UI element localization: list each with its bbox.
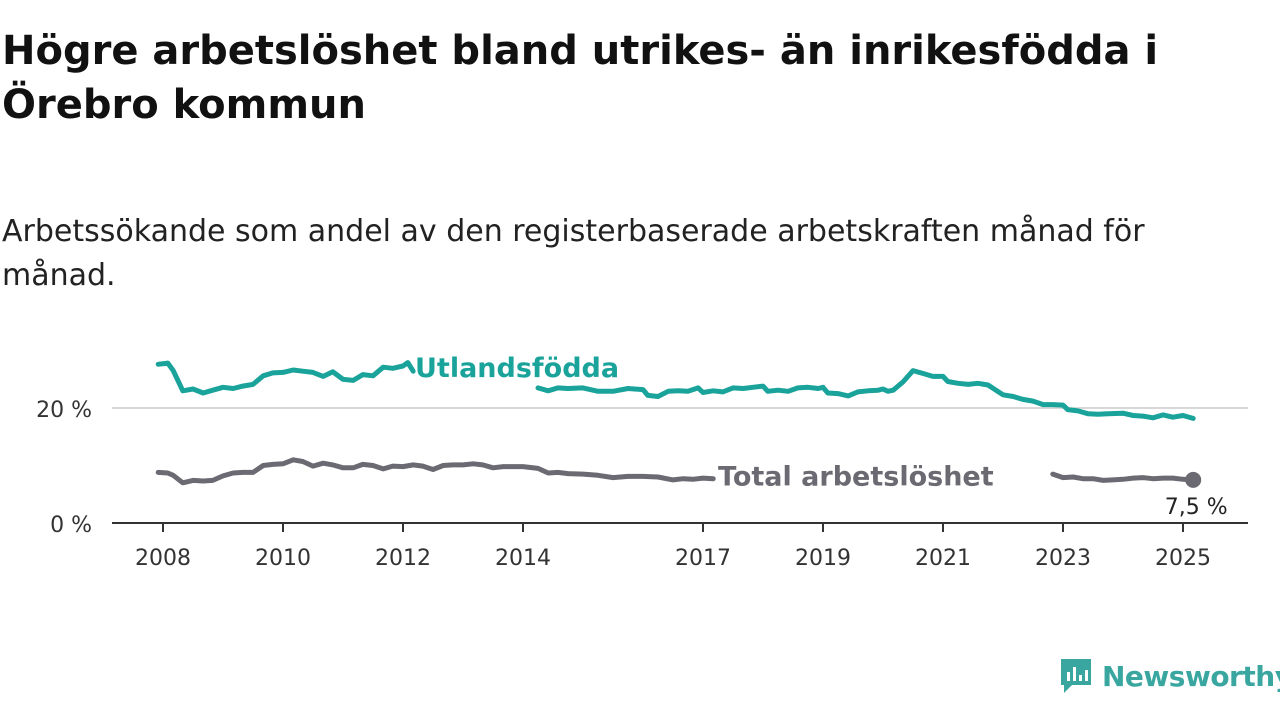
- x-tick-label: 2014: [495, 546, 551, 571]
- x-tick-label: 2025: [1155, 546, 1211, 571]
- series-line-0-segment-1: [535, 368, 1196, 421]
- end-point-marker: [1185, 471, 1202, 488]
- newsworthy-logo-icon: [1061, 659, 1091, 693]
- series-line-1-segment-0: [155, 457, 716, 486]
- newsworthy-logo-text: Newsworthy: [1102, 659, 1280, 693]
- x-tick-label: 2010: [255, 546, 311, 571]
- x-tick-label: 2008: [135, 546, 191, 571]
- series-line-0-segment-0: [155, 360, 416, 396]
- y-tick-label: 20 %: [36, 398, 92, 423]
- x-tick-label: 2023: [1035, 546, 1091, 571]
- x-tick-label: 2017: [675, 546, 731, 571]
- series-line-1-segment-1: [1050, 471, 1196, 483]
- series-label: Utlandsfödda: [415, 353, 619, 384]
- newsworthy-logo: Newsworthy: [1058, 654, 1280, 698]
- chart-subtitle: Arbetssökande som andel av den registerb…: [2, 214, 1145, 293]
- series-label: Total arbetslöshet: [718, 462, 994, 493]
- y-tick-label: 0 %: [50, 513, 92, 538]
- x-tick-label: 2021: [915, 546, 971, 571]
- x-tick-label: 2012: [375, 546, 431, 571]
- chart-title: Högre arbetslöshet bland utrikes- än inr…: [2, 28, 1159, 128]
- x-tick-label: 2019: [795, 546, 851, 571]
- end-value-label: 7,5 %: [1165, 495, 1228, 520]
